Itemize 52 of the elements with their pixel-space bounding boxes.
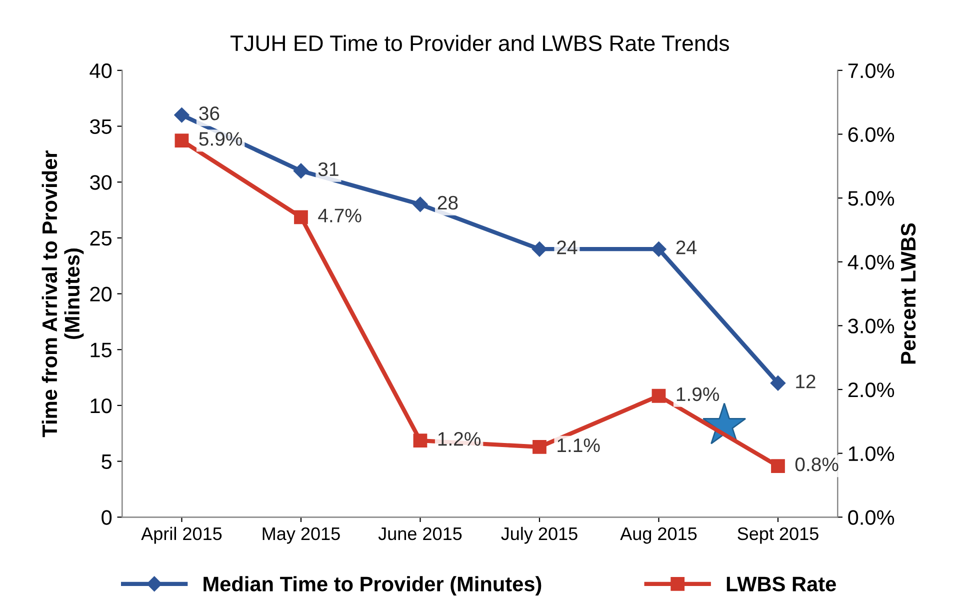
data-label: 12	[796, 374, 816, 388]
data-label: 24	[557, 240, 578, 254]
data-label: 31	[318, 162, 338, 176]
x-tick-label: June 2015	[378, 527, 462, 540]
y2-axis-title: Percent LWBS	[900, 223, 916, 364]
y2-tick-label: 3.0%	[848, 318, 894, 334]
y2-tick-label: 1.0%	[848, 446, 894, 462]
y2-tick-label: 5.0%	[848, 191, 894, 206]
point	[532, 242, 548, 257]
point	[651, 242, 666, 257]
data-label: 24	[676, 240, 696, 254]
y-tick-label: 25	[90, 230, 112, 246]
point	[412, 196, 428, 212]
point	[652, 388, 666, 403]
data-label: 4.7%	[318, 208, 362, 222]
point	[174, 107, 190, 123]
y-tick-label: 0	[102, 510, 112, 525]
y-tick-label: 20	[90, 286, 112, 302]
data-label: 1.9%	[676, 387, 720, 402]
legend-label: Median Time to Provider (Minutes)	[204, 576, 542, 596]
y-tick-label: 30	[90, 175, 112, 190]
legend-label: LWBS Rate	[726, 576, 836, 592]
point	[293, 163, 309, 178]
y-tick-label: 35	[90, 119, 112, 134]
x-tick-label: May 2015	[262, 527, 340, 544]
point	[413, 434, 428, 448]
data-label: 36	[199, 106, 220, 120]
data-label: 1.1%	[558, 438, 600, 452]
chart-title: TJUH ED Time to Provider and LWBS Rate Trends	[230, 34, 729, 52]
y2-tick-label: 2.0%	[848, 382, 894, 398]
x-tick-label: July 2015	[501, 526, 578, 544]
y-tick-label: 5	[102, 454, 112, 470]
y2-tick-label: 7.0%	[848, 63, 894, 78]
y2-tick-label: 4.0%	[848, 254, 894, 270]
y2-tick-label: 0.0%	[848, 510, 894, 525]
y-axis-title: Time from Arrival to Provider (Minutes)	[42, 150, 84, 438]
y2-tick-label: 6.0%	[848, 127, 894, 142]
x-tick-label: Aug 2015	[620, 527, 697, 544]
y-tick-label: 10	[90, 398, 112, 414]
y-tick-label: 40	[90, 63, 112, 78]
point	[532, 440, 546, 454]
data-label: 1.2%	[438, 432, 481, 446]
point	[294, 210, 308, 224]
x-tick-label: Sept 2015	[738, 527, 818, 544]
point	[771, 459, 785, 474]
y-tick-label: 15	[90, 342, 112, 358]
point	[770, 376, 786, 391]
point	[174, 134, 189, 148]
data-label: 5.9%	[199, 132, 242, 146]
data-label: 28	[438, 196, 458, 210]
data-label: 0.8%	[795, 458, 838, 472]
x-tick-label: April 2015	[141, 526, 222, 544]
